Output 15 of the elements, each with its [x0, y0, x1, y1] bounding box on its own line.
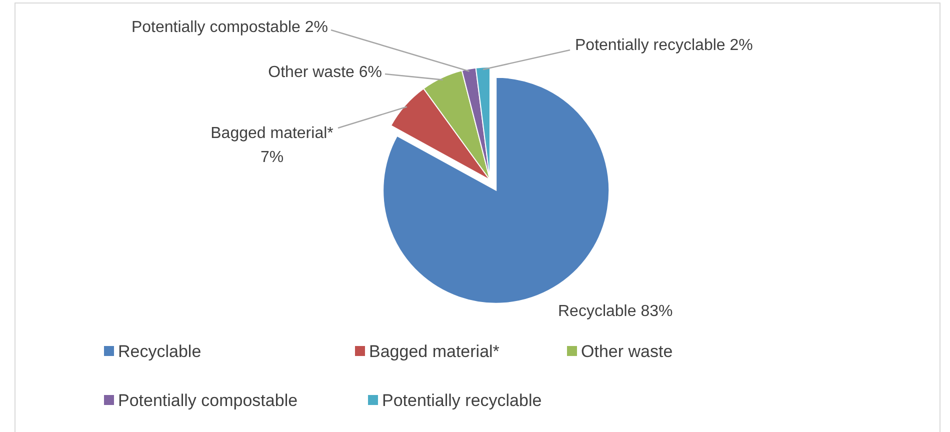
legend-label: Bagged material*: [369, 342, 500, 361]
legend-label: Potentially recyclable: [382, 391, 542, 410]
slice-label: Recyclable: [558, 303, 636, 320]
slice-label: Bagged material*: [210, 125, 334, 142]
legend-label: Recyclable: [118, 342, 202, 361]
legend-label: Other waste: [581, 342, 673, 361]
data-label: 7%: [260, 149, 284, 166]
slice-label: Other waste: [268, 64, 354, 81]
slice-label: Potentially recyclable: [575, 37, 726, 54]
data-label: 2%: [730, 37, 753, 54]
data-label: 83%: [640, 303, 673, 320]
data-label: 6%: [358, 64, 382, 81]
data-label: 2%: [304, 19, 328, 36]
legend-label: Potentially compostable: [118, 391, 298, 410]
slice-label: Potentially compostable: [131, 19, 300, 36]
